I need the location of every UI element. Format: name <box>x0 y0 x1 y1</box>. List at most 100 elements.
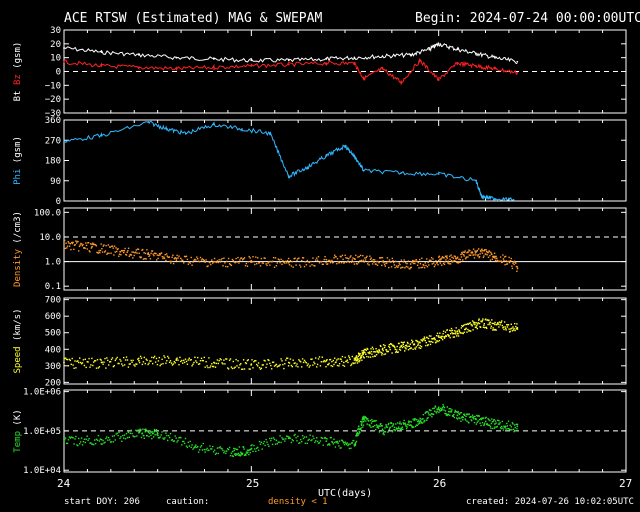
data-point <box>478 415 480 417</box>
data-point <box>162 257 164 260</box>
data-point <box>117 362 119 365</box>
data-point <box>236 448 239 451</box>
data-point <box>374 259 376 261</box>
data-point <box>85 366 87 369</box>
data-point <box>438 256 440 258</box>
data-point <box>459 412 462 414</box>
data-point <box>270 260 272 263</box>
data-point <box>426 266 429 268</box>
data-point <box>65 358 68 361</box>
data-point <box>240 451 242 453</box>
data-point <box>175 257 178 260</box>
data-point <box>489 323 491 326</box>
data-point <box>436 410 439 412</box>
data-point <box>402 341 404 344</box>
data-point <box>480 418 483 421</box>
data-point <box>240 452 242 455</box>
data-point <box>397 266 399 268</box>
data-point <box>395 423 397 425</box>
data-point <box>437 42 440 45</box>
data-point <box>450 327 453 330</box>
data-point <box>113 254 115 256</box>
data-point <box>415 259 417 261</box>
data-point <box>405 265 407 268</box>
data-point <box>91 443 93 445</box>
data-point <box>73 367 75 369</box>
data-point <box>263 440 265 443</box>
data-point <box>255 256 257 258</box>
data-point <box>380 351 382 354</box>
data-point <box>145 258 147 260</box>
data-point <box>76 444 78 446</box>
data-point <box>247 451 249 454</box>
data-point <box>151 437 153 440</box>
data-point <box>445 334 447 337</box>
data-point <box>375 348 377 350</box>
data-point <box>371 260 373 262</box>
data-point <box>377 350 379 353</box>
series-density <box>63 239 519 272</box>
data-point <box>124 247 126 250</box>
data-point <box>410 421 412 423</box>
data-point <box>239 454 241 456</box>
data-point <box>378 431 381 433</box>
data-point <box>74 360 76 362</box>
y-tick-label: 600 <box>45 312 61 322</box>
data-point <box>132 251 135 253</box>
data-point <box>437 173 440 175</box>
data-point <box>437 406 440 409</box>
data-point <box>432 341 434 343</box>
data-point <box>138 429 140 431</box>
data-point <box>428 48 431 51</box>
data-point <box>297 366 299 368</box>
data-point <box>78 245 81 248</box>
data-point <box>83 247 86 249</box>
data-point <box>142 428 144 430</box>
data-point <box>386 257 389 259</box>
data-point <box>435 411 437 413</box>
data-point <box>375 263 377 265</box>
data-point <box>78 250 80 252</box>
data-point <box>398 428 400 430</box>
data-point <box>168 435 170 437</box>
data-point <box>201 258 204 260</box>
data-point <box>302 257 305 259</box>
data-point <box>99 251 101 254</box>
data-point <box>272 361 275 363</box>
data-point <box>264 257 266 259</box>
data-point <box>412 262 415 265</box>
data-point <box>295 264 297 266</box>
data-point <box>499 426 502 429</box>
data-point <box>370 426 372 429</box>
data-point <box>468 413 470 415</box>
data-point <box>155 357 158 360</box>
data-point <box>275 363 278 366</box>
data-point <box>146 249 148 251</box>
data-point <box>464 414 466 417</box>
data-point <box>257 257 259 259</box>
data-point <box>440 408 442 410</box>
data-point <box>246 452 248 454</box>
data-point <box>460 332 462 334</box>
data-point <box>286 435 289 438</box>
data-point <box>237 360 239 362</box>
data-point <box>362 351 365 354</box>
data-point <box>497 323 500 325</box>
data-point <box>390 266 393 268</box>
data-point <box>492 255 494 258</box>
data-point <box>269 132 271 135</box>
data-point <box>514 260 516 262</box>
data-point <box>105 367 107 369</box>
data-point <box>506 422 508 425</box>
data-point <box>426 417 428 420</box>
data-point <box>193 361 195 364</box>
x-axis-title: UTC(days) <box>318 488 373 499</box>
data-point <box>310 358 312 360</box>
data-point <box>297 258 299 260</box>
data-point <box>138 431 140 434</box>
data-point <box>422 263 424 266</box>
data-point <box>356 360 359 362</box>
data-point <box>420 421 422 423</box>
data-point <box>308 261 310 264</box>
data-point <box>228 263 231 265</box>
